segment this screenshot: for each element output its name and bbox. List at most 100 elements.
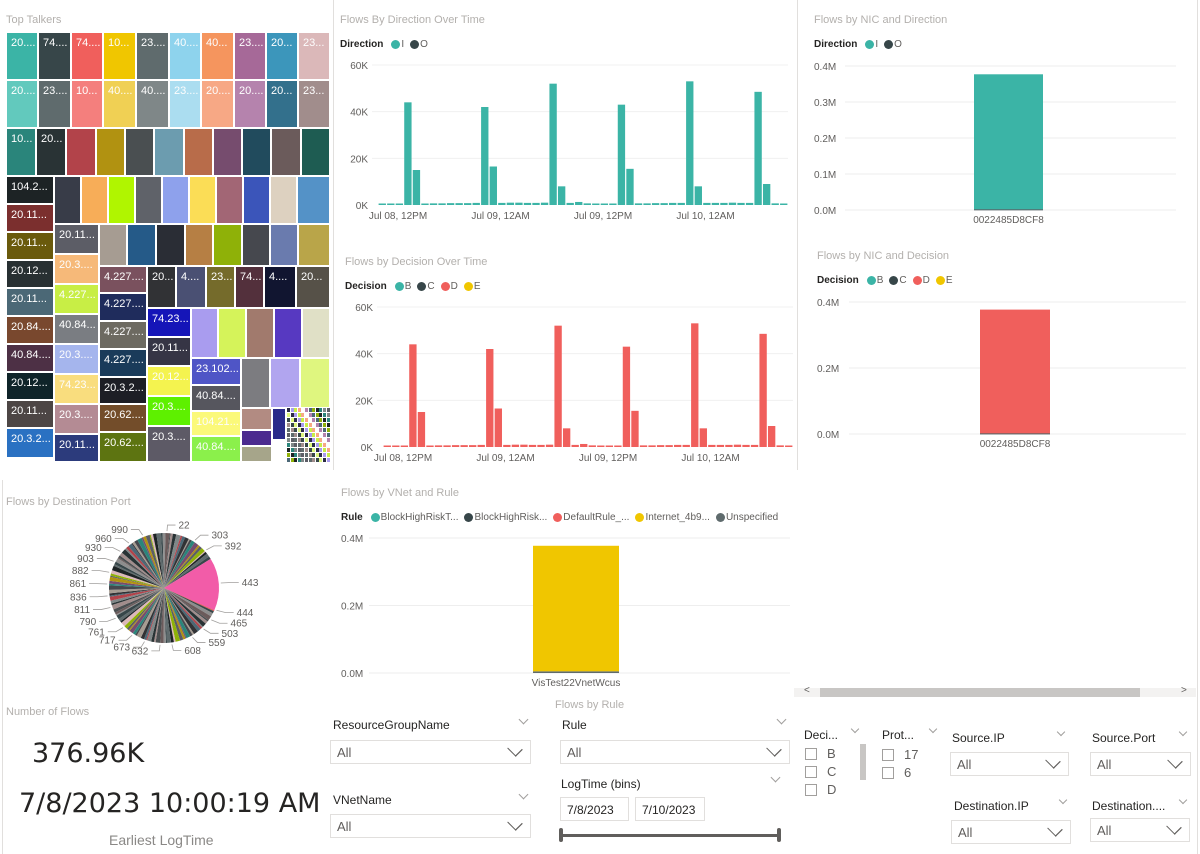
treemap-cell[interactable]: 4.227.... (99, 349, 147, 377)
legend-item[interactable]: BlockHighRisk... (464, 512, 547, 523)
treemap-cell[interactable] (241, 408, 272, 430)
treemap-cell[interactable]: 20.3.2... (6, 428, 54, 458)
treemap-small-cells[interactable] (287, 408, 330, 462)
treemap-cell[interactable] (54, 176, 81, 224)
source-ip-chevron-icon[interactable] (1056, 727, 1066, 737)
treemap-cell[interactable] (246, 308, 274, 358)
treemap-cell[interactable] (241, 446, 272, 462)
destination-port-dropdown[interactable]: All (1090, 818, 1190, 842)
treemap-cell[interactable] (127, 224, 156, 266)
scroll-left-arrow[interactable]: < (804, 685, 810, 696)
resource-group-chevron-icon[interactable] (518, 714, 529, 725)
treemap-cell[interactable]: 10... (71, 80, 103, 128)
checkbox[interactable] (882, 748, 894, 761)
legend-item[interactable]: C (417, 281, 435, 292)
legend-item[interactable]: I (865, 39, 878, 50)
treemap-cell[interactable] (242, 128, 271, 176)
treemap-cell[interactable] (216, 176, 243, 224)
destination-ip-dropdown[interactable]: All (951, 820, 1071, 844)
scrollbar-thumb[interactable] (820, 688, 1140, 697)
vnet-name-chevron-icon[interactable] (518, 789, 529, 800)
checkbox-option[interactable]: 17 (882, 747, 918, 762)
treemap-cell[interactable]: 20.11... (6, 288, 54, 316)
treemap-cell[interactable]: 20.84.... (6, 316, 54, 344)
horizontal-scrollbar[interactable]: < > (794, 685, 1196, 697)
treemap-cell[interactable]: 74... (235, 266, 264, 308)
destination-port-chevron-icon[interactable] (1178, 795, 1188, 805)
treemap-cell[interactable] (301, 128, 330, 176)
slider-end-handle[interactable] (777, 828, 781, 842)
legend-item[interactable]: BlockHighRiskT... (370, 512, 458, 523)
logtime-start-input[interactable]: 7/8/2023 (560, 797, 629, 821)
treemap-cell[interactable]: 20.3.... (147, 426, 191, 462)
destination-ip-chevron-icon[interactable] (1058, 795, 1068, 805)
treemap-cell[interactable]: 20.3.... (54, 344, 99, 374)
treemap-cell[interactable]: 20... (147, 266, 176, 308)
treemap-cell[interactable] (99, 224, 127, 266)
treemap-cell[interactable] (162, 176, 189, 224)
treemap-cell[interactable]: 20.11... (54, 224, 99, 254)
legend-item[interactable]: E (463, 281, 481, 292)
protocol-chevron-icon[interactable] (928, 724, 938, 734)
treemap-cell[interactable]: 20.62.... (99, 432, 147, 462)
treemap-cell[interactable] (300, 358, 330, 408)
treemap-cell[interactable]: 10... (6, 128, 36, 176)
treemap-cell[interactable]: 23.... (38, 80, 71, 128)
source-ip-dropdown[interactable]: All (950, 752, 1069, 776)
treemap-cell[interactable]: 20... (36, 128, 66, 176)
checkbox[interactable] (805, 783, 817, 796)
decision-chevron-icon[interactable] (850, 724, 860, 734)
treemap-cell[interactable] (270, 176, 297, 224)
treemap-cell[interactable]: 20.3.2... (99, 377, 147, 404)
treemap-cell[interactable]: 40.... (169, 32, 201, 80)
treemap-cell[interactable] (271, 128, 301, 176)
legend-item[interactable]: I (391, 39, 404, 50)
top-talkers-treemap[interactable]: 20.... 74.... 74.... 10... 23.... 40.... 40...… (6, 32, 330, 466)
decision-slicer-scrollbar[interactable] (860, 744, 866, 780)
treemap-cell[interactable]: 20.... (6, 80, 38, 128)
treemap-cell[interactable]: 20.... (201, 80, 234, 128)
treemap-cell[interactable] (272, 408, 286, 440)
treemap-cell[interactable] (298, 224, 330, 266)
treemap-cell[interactable]: 40... (201, 32, 234, 80)
treemap-cell[interactable]: 40.84.... (191, 436, 241, 462)
legend-item[interactable]: B (866, 275, 883, 286)
treemap-cell[interactable]: 20.3.... (54, 254, 99, 284)
treemap-cell[interactable]: 4.227.... (99, 266, 147, 293)
legend-item[interactable]: DefaultRule_... (553, 512, 629, 523)
treemap-cell[interactable] (191, 308, 218, 358)
treemap-cell[interactable]: 40.84... (54, 314, 99, 344)
legend-item[interactable]: O (884, 39, 902, 50)
treemap-cell[interactable] (185, 224, 213, 266)
treemap-cell[interactable]: 20.62.... (99, 404, 147, 432)
checkbox[interactable] (805, 765, 817, 778)
treemap-cell[interactable] (154, 128, 184, 176)
treemap-cell[interactable]: 20.11... (6, 400, 54, 428)
treemap-cell[interactable]: 40.84.... (6, 344, 54, 372)
treemap-cell[interactable] (274, 308, 302, 358)
checkbox-option[interactable]: C (805, 764, 836, 779)
treemap-cell[interactable]: 23.... (136, 32, 169, 80)
treemap-cell[interactable] (66, 128, 96, 176)
treemap-cell[interactable] (189, 176, 216, 224)
vnet-name-dropdown[interactable]: All (330, 814, 531, 838)
treemap-cell[interactable]: 40.... (136, 80, 169, 128)
treemap-cell[interactable]: 74.23... (147, 308, 191, 337)
treemap-cell[interactable]: 20... (266, 80, 298, 128)
legend-item[interactable]: C (889, 275, 907, 286)
logtime-range-slider[interactable] (559, 828, 781, 842)
treemap-cell[interactable]: 23... (206, 266, 235, 308)
vnet-rule-chart[interactable]: 0.0M 0.2M 0.4M VisTest22VnetWcus (335, 530, 795, 695)
legend-item[interactable]: E (935, 275, 953, 286)
treemap-cell[interactable] (213, 224, 242, 266)
treemap-cell[interactable] (135, 176, 162, 224)
treemap-cell[interactable]: 104.21... (191, 411, 241, 436)
legend-item[interactable]: Unspecified (715, 512, 778, 523)
legend-item[interactable]: D (440, 281, 458, 292)
treemap-cell[interactable] (270, 224, 298, 266)
treemap-cell[interactable] (241, 358, 270, 408)
treemap-cell[interactable] (218, 308, 246, 358)
treemap-cell[interactable] (213, 128, 242, 176)
treemap-cell[interactable]: 20.12... (6, 260, 54, 288)
